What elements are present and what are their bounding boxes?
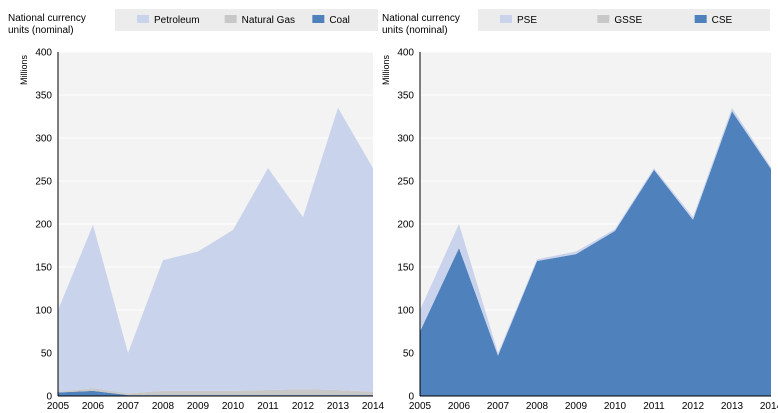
y-tick-label: 300 <box>35 134 52 145</box>
y-tick-label: 150 <box>397 263 414 274</box>
y-tick-label: 200 <box>397 220 414 231</box>
x-tick-label: 2011 <box>643 401 665 412</box>
legend-label: Petroleum <box>154 15 200 26</box>
x-tick-label: 2006 <box>448 401 471 412</box>
x-tick-label: 2008 <box>152 401 175 412</box>
area-natural-gas <box>58 388 373 396</box>
y-axis-label: Millions <box>19 55 29 86</box>
y-tick-label: 200 <box>35 220 52 231</box>
area-coal <box>58 390 373 396</box>
chart-1: 0 50 100 150 200 250 300 350 400 2005 2006 2007 2008… <box>8 9 385 412</box>
x-tick-label: 2009 <box>565 401 588 412</box>
x-tick-label: 2010 <box>604 401 627 412</box>
x-tick-label: 2012 <box>292 401 315 412</box>
x-tick-label: 2014 <box>760 401 778 412</box>
y-tick-label: 300 <box>397 134 414 145</box>
legend <box>478 9 770 31</box>
legend-label: Natural Gas <box>242 15 295 26</box>
unit-label: National currency units (nominal) <box>8 13 86 36</box>
y-tick-label: 250 <box>35 177 52 188</box>
y-tick-label: 250 <box>397 177 414 188</box>
legend-swatch <box>312 15 325 23</box>
x-tick-label: 2005 <box>409 401 432 412</box>
legend-swatch <box>137 15 149 23</box>
legend-label: CSE <box>712 15 733 26</box>
y-tick-label: 0 <box>46 392 52 403</box>
y-axis-label: Millions <box>381 55 391 86</box>
y-tick-label: 150 <box>35 263 52 274</box>
y-tick-label: 50 <box>41 349 53 360</box>
area-cse <box>420 111 771 396</box>
legend-swatch <box>500 15 512 23</box>
y-tick-label: 400 <box>397 48 414 59</box>
x-tick-label: 2014 <box>362 401 385 412</box>
x-tick-label: 2010 <box>222 401 245 412</box>
unit-label: National currency units (nominal) <box>382 13 460 36</box>
x-tick-label: 2006 <box>82 401 105 412</box>
legend-swatch <box>224 15 237 23</box>
legend <box>115 9 378 31</box>
area-petroleum <box>58 107 373 394</box>
x-tick-label: 2009 <box>187 401 210 412</box>
x-tick-label: 2012 <box>682 401 705 412</box>
y-tick-label: 100 <box>35 306 52 317</box>
legend-label: GSSE <box>614 15 642 26</box>
x-tick-label: 2011 <box>257 401 279 412</box>
y-tick-label: 400 <box>35 48 52 59</box>
y-tick-label: 350 <box>397 91 414 102</box>
legend-label: PSE <box>517 15 537 26</box>
x-tick-label: 2007 <box>117 401 140 412</box>
y-tick-label: 0 <box>408 392 414 403</box>
legend-swatch <box>597 15 610 23</box>
x-tick-label: 2007 <box>487 401 510 412</box>
x-tick-label: 2013 <box>327 401 350 412</box>
y-tick-label: 350 <box>35 91 52 102</box>
x-tick-label: 2013 <box>721 401 744 412</box>
y-tick-label: 100 <box>397 306 414 317</box>
chart-2: 0 50 100 150 200 250 300 350 400 2005 2006 2007 2008… <box>381 9 778 412</box>
y-tick-label: 50 <box>403 349 415 360</box>
x-tick-label: 2008 <box>526 401 549 412</box>
x-tick-label: 2005 <box>47 401 70 412</box>
legend-label: Coal <box>329 15 350 26</box>
legend-swatch <box>694 15 707 23</box>
